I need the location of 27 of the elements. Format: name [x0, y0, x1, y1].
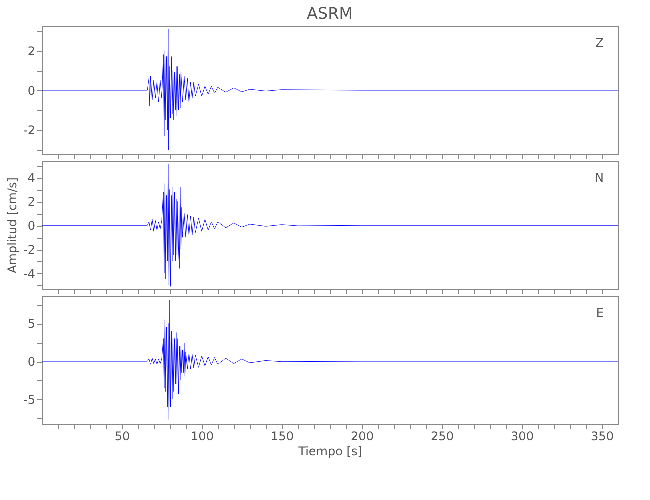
annotation: N — [595, 171, 604, 185]
y-tick-label: -2 — [24, 124, 36, 138]
y-axis-title: Amplitud [cm/s] — [6, 178, 20, 274]
y-tick-label: 0 — [28, 219, 36, 234]
x-tick-label: 250 — [431, 430, 454, 444]
line-series — [42, 300, 618, 420]
y-tick-label: 0 — [28, 355, 36, 370]
chart-title: ASRM — [306, 4, 354, 23]
x-tick-label: 150 — [271, 430, 294, 444]
line-series — [42, 164, 618, 287]
y-tick-label: -2 — [24, 243, 36, 258]
y-tick-label: 2 — [28, 195, 36, 210]
y-tick-label: -4 — [24, 266, 36, 281]
x-tick-label: 300 — [511, 430, 534, 444]
x-tick-label: 350 — [591, 430, 614, 444]
annotation: E — [596, 306, 604, 320]
y-tick-label: 0 — [28, 84, 36, 98]
line-series — [42, 28, 618, 150]
y-tick-label: 4 — [28, 171, 36, 186]
y-tick-label: -5 — [24, 392, 36, 407]
annotation: Z — [596, 36, 604, 50]
x-tick-label: 100 — [191, 430, 214, 444]
x-tick-label: 200 — [351, 430, 374, 444]
x-tick-label: 50 — [114, 430, 130, 444]
y-tick-label: 5 — [28, 317, 36, 332]
x-axis-title: Tiempo [s] — [298, 444, 362, 458]
y-tick-label: 2 — [28, 44, 36, 58]
